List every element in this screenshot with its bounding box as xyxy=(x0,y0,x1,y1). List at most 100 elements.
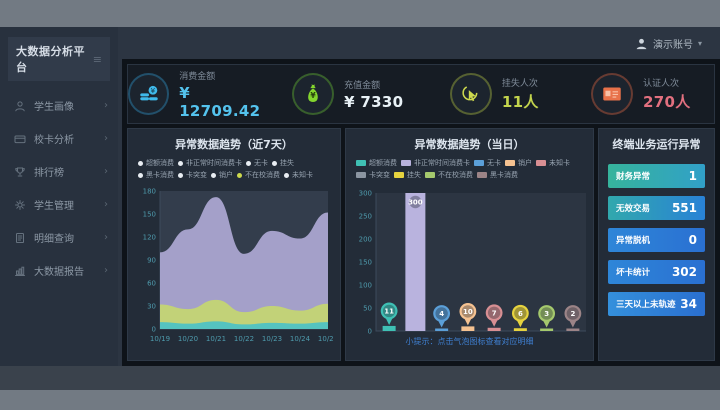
balloon-marker[interactable]: 11 xyxy=(380,302,398,325)
bar-5[interactable] xyxy=(513,328,527,331)
sidebar-item-label: 大数据报告 xyxy=(34,267,84,278)
app-title: 大数据分析平台 xyxy=(16,45,85,74)
legend-item[interactable]: 超额消费 xyxy=(138,158,174,168)
legend-item[interactable]: 不在校消费 xyxy=(237,170,280,180)
terminal-item-label: 无效交易 xyxy=(616,204,651,214)
legend-item[interactable]: 未知卡 xyxy=(536,158,570,168)
legend-label: 挂失 xyxy=(407,171,421,179)
stat-label: 充值金额 xyxy=(344,80,381,91)
legend-swatch-icon xyxy=(474,160,484,166)
bar-3[interactable] xyxy=(460,326,474,331)
bar-7[interactable] xyxy=(565,328,579,332)
legend-dot-icon xyxy=(237,172,242,178)
legend-swatch-icon xyxy=(356,160,366,166)
legend-dot-icon xyxy=(138,160,143,166)
svg-text:4: 4 xyxy=(439,310,444,318)
bar-6[interactable] xyxy=(539,328,553,332)
legend-dot-icon xyxy=(211,172,216,178)
legend-label: 无卡 xyxy=(254,159,268,167)
balloon-marker[interactable]: 6 xyxy=(511,304,529,328)
svg-text:10/21: 10/21 xyxy=(206,335,226,343)
terminal-item-value: 1 xyxy=(688,169,697,183)
topbar: 演示账号 ▾ xyxy=(118,27,720,59)
terminal-item-4[interactable]: 三天以上未轨迹 34 xyxy=(608,292,705,316)
legend-item[interactable]: 非正常时间消费卡 xyxy=(401,158,470,168)
svg-text:10/23: 10/23 xyxy=(262,335,282,343)
bar-2[interactable] xyxy=(434,328,448,332)
legend-item[interactable]: 挂失 xyxy=(394,170,421,180)
sidebar-item-student-portrait[interactable]: 学生画像 › xyxy=(0,89,118,122)
sidebar-item-ranking[interactable]: 排行榜 › xyxy=(0,155,118,188)
sidebar-menu: 学生画像 › 校卡分析 › 排行榜 › 学生管理 › 明细查询 › 大数据报告 › xyxy=(0,89,118,287)
balloon-marker[interactable]: 4 xyxy=(432,305,450,328)
svg-text:150: 150 xyxy=(358,259,371,267)
svg-text:10/24: 10/24 xyxy=(290,335,311,343)
svg-text:300: 300 xyxy=(358,190,371,198)
legend-item[interactable]: 未知卡 xyxy=(284,170,313,180)
bar-1[interactable] xyxy=(404,193,425,331)
legend-label: 销户 xyxy=(518,159,532,167)
svg-text:11: 11 xyxy=(384,308,394,316)
stats-band: ¥ 消费金额 ¥ 12709.42 ¥ 充值金额 ¥ 7330 挂失人次 11人 认证人次 270… xyxy=(127,64,715,124)
balloon-marker[interactable]: 7 xyxy=(485,304,503,327)
legend-item[interactable]: 黑卡消费 xyxy=(477,170,518,180)
stat-text: 挂失人次 11人 xyxy=(502,76,539,112)
footer-strip xyxy=(0,366,720,390)
legend-item[interactable]: 卡突变 xyxy=(356,170,390,180)
balloon-marker[interactable]: 3 xyxy=(537,305,555,328)
balloon-marker[interactable]: 10 xyxy=(458,303,476,326)
legend-label: 不在校消费 xyxy=(245,171,280,179)
dashboard: ¥ 消费金额 ¥ 12709.42 ¥ 充值金额 ¥ 7330 挂失人次 11人 认证人次 270… xyxy=(122,59,720,366)
legend-item[interactable]: 销户 xyxy=(505,158,532,168)
terminal-item-value: 302 xyxy=(671,265,697,279)
id-card-icon xyxy=(590,73,633,115)
legend-label: 无卡 xyxy=(487,159,501,167)
sidebar-item-label: 校卡分析 xyxy=(34,135,74,146)
stat-value: 11人 xyxy=(501,93,539,111)
sidebar-item-detail-query[interactable]: 明细查询 › xyxy=(0,221,118,254)
sidebar-item-card-analysis[interactable]: 校卡分析 › xyxy=(0,122,118,155)
day-legend: 超额消费 非正常时间消费卡 无卡 销户 未知卡卡突变 挂失 不在校消费 黑卡消费 xyxy=(346,156,593,183)
legend-dot-icon xyxy=(178,172,183,178)
sidebar-item-bigdata-report[interactable]: 大数据报告 › xyxy=(0,254,118,287)
legend-label: 未知卡 xyxy=(292,171,313,179)
legend-item[interactable]: 无卡 xyxy=(474,158,501,168)
stat-value: 270人 xyxy=(642,93,691,111)
terminal-item-1[interactable]: 无效交易 551 xyxy=(608,196,705,220)
svg-text:90: 90 xyxy=(147,257,156,265)
legend-label: 卡突变 xyxy=(186,171,207,179)
bar-0[interactable] xyxy=(382,325,396,331)
terminal-item-3[interactable]: 坏卡统计 302 xyxy=(608,260,705,284)
stat-label: 认证人次 xyxy=(642,79,679,89)
legend-item[interactable]: 黑卡消费 xyxy=(138,170,174,180)
stat-card-auth-count: 认证人次 270人 xyxy=(568,73,715,115)
terminal-item-value: 0 xyxy=(688,233,697,247)
legend-item[interactable]: 销户 xyxy=(211,170,233,180)
hand-click-icon xyxy=(449,73,492,115)
legend-label: 黑卡消费 xyxy=(490,171,518,179)
sidebar: 大数据分析平台 ≡ 学生画像 › 校卡分析 › 排行榜 › 学生管理 › 明细查询 › 大数据报告 › xyxy=(0,27,118,366)
user-icon xyxy=(14,100,26,112)
legend-item[interactable]: 超额消费 xyxy=(356,158,397,168)
stat-value: ¥ 7330 xyxy=(344,92,404,111)
terminal-item-2[interactable]: 异常脱机 0 xyxy=(608,228,705,252)
document-icon xyxy=(14,232,26,244)
day-chart-svg[interactable]: 0 50 100 150 200 250 300 11 300 4 10 7 6 3 2 xyxy=(350,183,590,335)
bar-4[interactable] xyxy=(487,327,501,331)
legend-item[interactable]: 无卡 xyxy=(246,158,268,168)
svg-text:¥: ¥ xyxy=(310,91,316,100)
legend-item[interactable]: 挂失 xyxy=(272,158,294,168)
legend-item[interactable]: 卡突变 xyxy=(178,170,207,180)
menu-toggle-icon[interactable]: ≡ xyxy=(92,52,102,66)
stat-card-recharge-amount: ¥ 充值金额 ¥ 7330 xyxy=(275,73,422,115)
sidebar-item-student-manage[interactable]: 学生管理 › xyxy=(0,188,118,221)
legend-item[interactable]: 非正常时间消费卡 xyxy=(178,158,242,168)
week-chart-svg[interactable]: 0 30 60 90 120 150 180 10/19 10/20 10/21 10/22 10/2… xyxy=(134,183,334,345)
legend-swatch-icon xyxy=(425,172,435,178)
balloon-marker[interactable]: 300 xyxy=(406,193,424,216)
balloon-marker[interactable]: 2 xyxy=(563,305,581,328)
svg-text:250: 250 xyxy=(358,213,371,221)
legend-item[interactable]: 不在校消费 xyxy=(425,170,473,180)
terminal-item-0[interactable]: 财务异常 1 xyxy=(608,164,705,188)
user-menu[interactable]: 演示账号 ▾ xyxy=(635,36,702,51)
